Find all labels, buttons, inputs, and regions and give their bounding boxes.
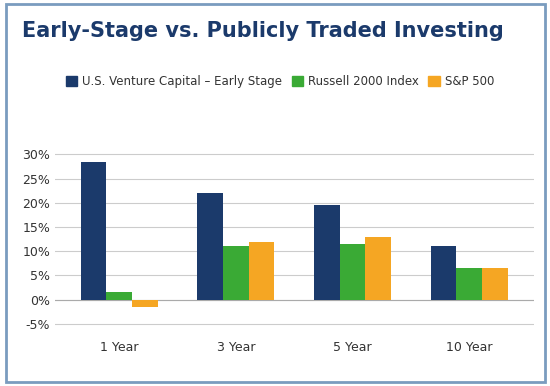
Bar	[482, 268, 508, 300]
Bar	[249, 242, 274, 300]
Legend: U.S. Venture Capital – Early Stage, Russell 2000 Index, S&P 500: U.S. Venture Capital – Early Stage, Russ…	[61, 71, 499, 93]
Bar	[456, 268, 482, 300]
Bar	[431, 246, 456, 300]
Text: Early-Stage vs. Publicly Traded Investing: Early-Stage vs. Publicly Traded Investin…	[22, 21, 504, 41]
Bar	[314, 205, 340, 300]
Bar	[340, 244, 365, 300]
Bar	[81, 162, 106, 300]
Bar	[132, 300, 158, 307]
Bar	[223, 246, 249, 300]
Bar	[106, 292, 132, 300]
Bar	[197, 193, 223, 300]
Bar	[365, 237, 391, 300]
